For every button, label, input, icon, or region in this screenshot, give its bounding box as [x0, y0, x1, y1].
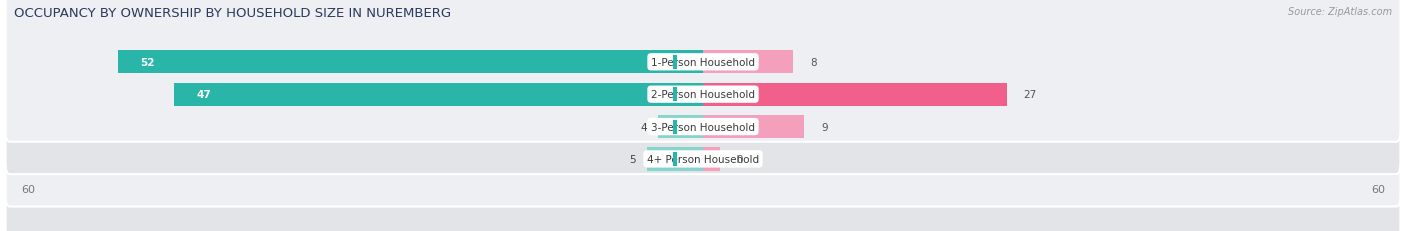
FancyBboxPatch shape — [6, 47, 1400, 207]
Text: 0: 0 — [737, 154, 744, 164]
Bar — [703, 148, 720, 171]
Text: 47: 47 — [197, 90, 211, 100]
Legend: Owner-occupied, Renter-occupied: Owner-occupied, Renter-occupied — [581, 228, 825, 231]
Text: 2-Person Household: 2-Person Household — [651, 90, 755, 100]
Text: 9: 9 — [821, 122, 828, 132]
Text: 4: 4 — [640, 122, 647, 132]
Bar — [703, 83, 1007, 106]
Text: 4+ Person Household: 4+ Person Household — [647, 154, 759, 164]
FancyBboxPatch shape — [6, 80, 1400, 231]
Text: 52: 52 — [141, 58, 155, 67]
Text: 8: 8 — [810, 58, 817, 67]
Text: 27: 27 — [1024, 90, 1036, 100]
FancyBboxPatch shape — [6, 15, 1400, 174]
Text: 3-Person Household: 3-Person Household — [651, 122, 755, 132]
Text: Source: ZipAtlas.com: Source: ZipAtlas.com — [1288, 7, 1392, 17]
Bar — [118, 51, 703, 74]
FancyBboxPatch shape — [6, 0, 1400, 142]
Bar — [703, 116, 804, 139]
Bar — [647, 148, 703, 171]
Bar — [174, 83, 703, 106]
Text: OCCUPANCY BY OWNERSHIP BY HOUSEHOLD SIZE IN NUREMBERG: OCCUPANCY BY OWNERSHIP BY HOUSEHOLD SIZE… — [14, 7, 451, 20]
Text: 1-Person Household: 1-Person Household — [651, 58, 755, 67]
Bar — [658, 116, 703, 139]
Text: 5: 5 — [628, 154, 636, 164]
Bar — [703, 51, 793, 74]
